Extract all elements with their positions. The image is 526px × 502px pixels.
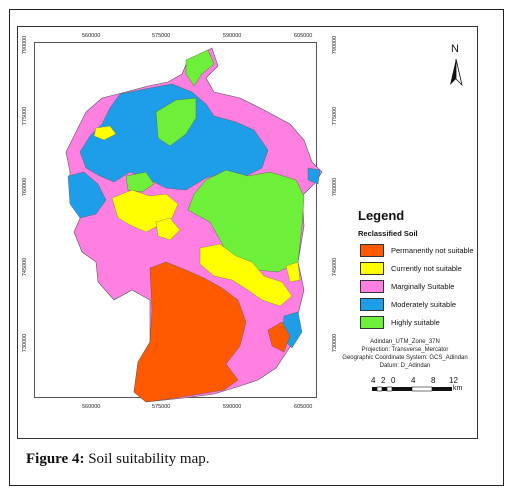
region-currently-east: [285, 261, 301, 283]
legend-swatch: [360, 298, 384, 311]
projection-datum: Datum: D_Adindan: [379, 363, 431, 369]
legend-subtitle: Reclassified Soil: [358, 229, 418, 238]
region-moderate-east: [307, 167, 321, 185]
legend-item: Marginally Suitable: [360, 280, 490, 294]
region-currently-center: [199, 243, 293, 307]
x-tick-top: 590000: [223, 33, 242, 39]
legend-item: Highly suitable: [360, 316, 490, 330]
north-label: N: [451, 43, 459, 55]
scale-label: 4: [411, 376, 416, 385]
legend-swatch: [360, 244, 384, 257]
legend-item: Permanently not suitable: [360, 244, 490, 258]
legend-item: Moderately suitable: [360, 298, 490, 312]
region-highly-top: [185, 49, 215, 87]
x-tick-bottom: 605000: [294, 404, 313, 410]
scale-bar: [372, 386, 452, 392]
projection-name: Adindan_UTM_Zone_37N: [370, 339, 440, 345]
projection-type: Projection: Transverse_Mercator: [361, 347, 449, 353]
scale-unit: km: [453, 385, 463, 392]
scale-label: 12: [449, 376, 458, 385]
region-currently-patch: [155, 217, 181, 241]
region-highly-west: [125, 171, 155, 193]
x-tick-bottom: 560000: [82, 404, 101, 410]
scale-label: 4: [371, 376, 376, 385]
x-tick-top: 575000: [152, 33, 171, 39]
x-tick-bottom: 590000: [223, 404, 242, 410]
scale-label: 0: [391, 376, 396, 385]
legend-label: Moderately suitable: [391, 300, 457, 309]
legend-label: Permanently not suitable: [391, 246, 474, 255]
legend-title: Legend: [358, 208, 405, 223]
legend-swatch: [360, 262, 384, 275]
legend-label: Highly suitable: [391, 318, 440, 327]
x-tick-bottom: 575000: [152, 404, 171, 410]
north-arrow-icon: [450, 58, 463, 87]
projection-gcs: Geographic Coordinate System: GCS_Adinda…: [342, 355, 468, 361]
legend-swatch: [360, 280, 384, 293]
legend-swatch: [360, 316, 384, 329]
scale-label: 8: [431, 376, 436, 385]
legend-item: Currently not suitable: [360, 262, 490, 276]
legend-label: Marginally Suitable: [391, 282, 455, 291]
region-permanently-south: [133, 261, 247, 403]
figure-label: Figure 4:: [26, 451, 85, 467]
region-permanently-east: [267, 321, 291, 353]
region-currently-north: [93, 125, 117, 141]
scale-label: 2: [381, 376, 386, 385]
figure-caption: Figure 4: Soil suitability map.: [26, 451, 209, 468]
region-moderate-west: [67, 171, 107, 219]
figure-caption-text: Soil suitability map.: [84, 451, 210, 467]
region-highly-north: [155, 97, 197, 147]
legend-label: Currently not suitable: [391, 264, 462, 273]
x-tick-top: 605000: [294, 33, 313, 39]
x-tick-top: 560000: [82, 33, 101, 39]
